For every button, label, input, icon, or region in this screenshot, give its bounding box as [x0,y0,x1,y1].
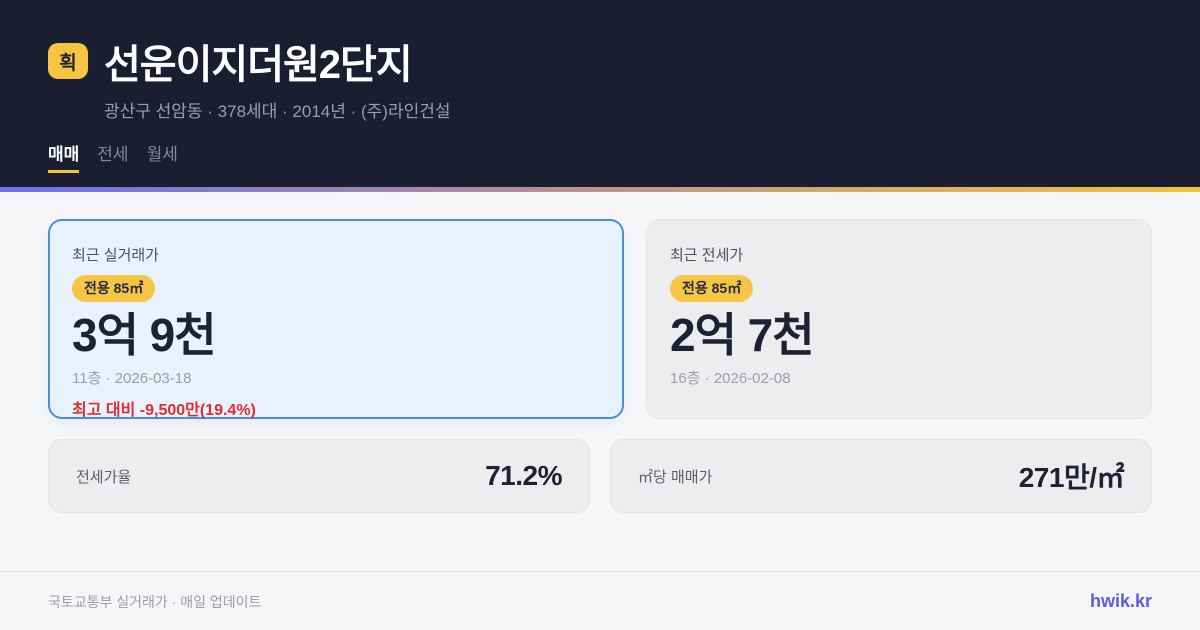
price-per-sqm-label: ㎡당 매매가 [638,468,713,486]
brand-logo-badge: 획 [48,43,88,79]
trade-type-tabs: 매매 전세 월세 [48,140,1152,173]
price-per-sqm-value: 271만/㎡ [1018,462,1125,493]
jeonse-price-value: 2억 7천 [670,309,815,361]
jeonse-floor-date: 16층 · 2026-02-08 [670,370,791,388]
jeonse-area-badge: 전용 85㎡ [670,275,754,302]
brand-logo-glyph: 획 [59,52,77,74]
accent-gradient-divider [0,187,1200,192]
price-per-sqm-stat: ㎡당 매매가 271만/㎡ [610,439,1152,513]
page-title: 선운이지더원2단지 [104,43,413,87]
jeonse-ratio-value: 71.2% [485,460,562,491]
brand-link[interactable]: hwik.kr [1089,591,1152,611]
header: 획 선운이지더원2단지 광산구 선암동 · 378세대 · 2014년 · (주… [0,0,1200,187]
sale-card-label: 최근 실거래가 [72,247,159,264]
sale-price-value: 3억 9천 [72,309,217,361]
sale-area-badge: 전용 85㎡ [72,275,156,302]
recent-sale-price-card: 최근 실거래가 전용 85㎡ 3억 9천 11층 · 2026-03-18 최고… [48,219,624,419]
sale-floor-date: 11층 · 2026-03-18 [72,370,192,388]
data-source-note: 국토교통부 실거래가 · 매일 업데이트 [48,593,262,610]
price-cards: 최근 실거래가 전용 85㎡ 3억 9천 11층 · 2026-03-18 최고… [48,219,1152,419]
stat-rows: 전세가율 71.2% ㎡당 매매가 271만/㎡ [48,439,1152,513]
sale-delta-vs-peak: 최고 대비 -9,500만(19.4%) [72,402,256,420]
footer: 국토교통부 실거래가 · 매일 업데이트 hwik.kr [0,571,1200,630]
title-row: 획 선운이지더원2단지 [48,40,1152,87]
recent-jeonse-price-card: 최근 전세가 전용 85㎡ 2억 7천 16층 · 2026-02-08 [646,219,1152,419]
jeonse-ratio-label: 전세가율 [76,468,132,486]
jeonse-card-label: 최근 전세가 [670,247,744,264]
complex-info-subtitle: 광산구 선암동 · 378세대 · 2014년 · (주)라인건설 [104,102,451,121]
tab-jeonse[interactable]: 전세 [97,145,129,164]
tab-maemae[interactable]: 매매 [48,140,80,173]
jeonse-ratio-stat: 전세가율 71.2% [48,439,590,513]
main-content: 최근 실거래가 전용 85㎡ 3억 9천 11층 · 2026-03-18 최고… [0,192,1200,513]
tab-wolse[interactable]: 월세 [146,145,178,164]
